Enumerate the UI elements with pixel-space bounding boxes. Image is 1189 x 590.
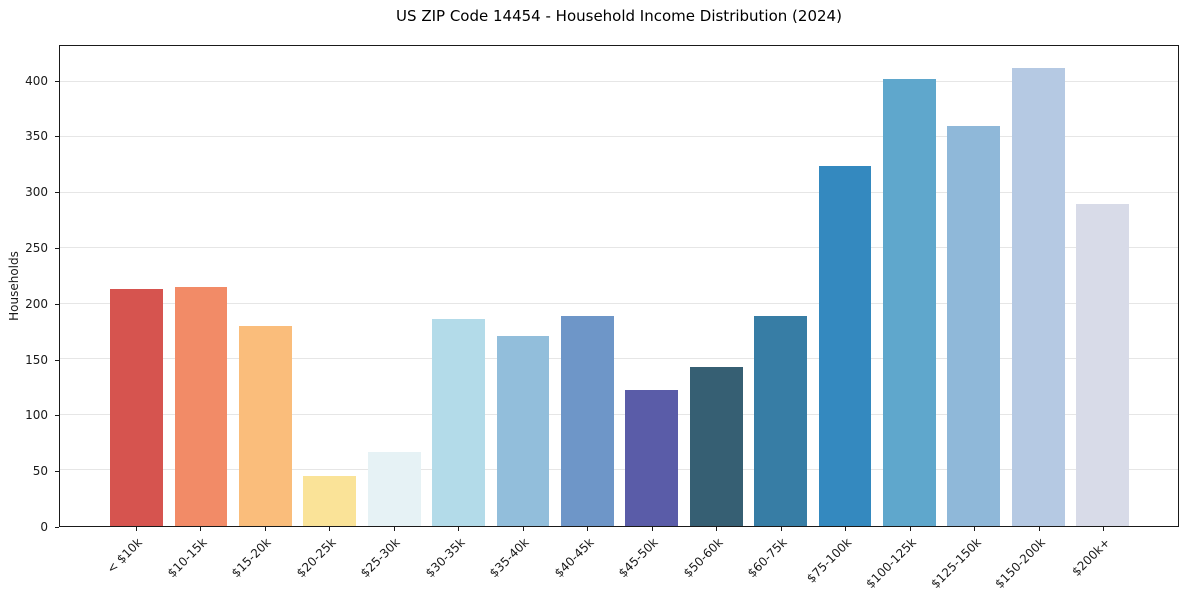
x-tick-label: $35-40k xyxy=(487,535,532,581)
y-tick-mark xyxy=(55,303,59,305)
x-tick-mark xyxy=(780,527,782,531)
bar xyxy=(754,316,807,526)
x-tick-label: $125-150k xyxy=(927,535,984,590)
x-tick-label: $40-45k xyxy=(551,535,597,581)
bar xyxy=(496,336,550,526)
y-tick-mark xyxy=(55,192,59,194)
y-tick-label: 50 xyxy=(32,464,48,479)
x-tick-mark xyxy=(1103,527,1105,531)
x-tick-label: $25-30k xyxy=(358,535,403,581)
x-tick-mark xyxy=(135,527,137,531)
x-tick-mark xyxy=(909,527,911,531)
x-tick-mark xyxy=(200,527,202,531)
gridline xyxy=(60,136,1178,138)
y-tick-label: 200 xyxy=(25,296,48,311)
x-tick-mark xyxy=(329,527,331,531)
x-tick-mark xyxy=(587,527,589,531)
y-tick-mark xyxy=(55,359,59,361)
y-tick-mark xyxy=(55,136,59,138)
bar xyxy=(238,326,292,526)
bar xyxy=(174,287,228,526)
x-tick-label: $75-100k xyxy=(804,535,855,586)
bar xyxy=(110,289,164,526)
x-tick-label: $45-50k xyxy=(616,535,662,581)
y-tick-label: 400 xyxy=(25,73,48,88)
x-tick-mark xyxy=(458,527,460,531)
y-tick-label: 150 xyxy=(25,352,48,367)
y-tick-mark xyxy=(55,80,59,82)
y-tick-label: 250 xyxy=(25,241,48,256)
bar xyxy=(560,316,614,526)
x-tick-label: $100-125k xyxy=(863,535,920,590)
y-tick-mark xyxy=(55,248,59,250)
x-tick-label: $60-75k xyxy=(745,535,791,581)
gridline xyxy=(60,247,1178,249)
x-tick-label: < $10k xyxy=(104,535,145,577)
y-tick-label: 100 xyxy=(25,408,48,423)
gridline xyxy=(60,413,1178,415)
x-tick-mark xyxy=(651,527,653,531)
bar xyxy=(432,319,485,526)
bar xyxy=(1011,68,1065,526)
y-tick-label: 0 xyxy=(40,520,48,534)
y-tick-mark xyxy=(55,415,59,417)
gridline xyxy=(60,302,1178,304)
x-tick-label: $30-35k xyxy=(422,535,468,581)
y-tick-label: 300 xyxy=(25,185,48,200)
bar xyxy=(689,367,743,526)
x-tick-mark xyxy=(845,527,847,531)
y-tick-label: 350 xyxy=(25,129,48,144)
x-tick-label: $50-60k xyxy=(680,535,726,581)
x-tick-label: $20-25k xyxy=(293,535,339,581)
x-tick-label: $15-20k xyxy=(229,535,274,581)
bar xyxy=(882,79,936,526)
bar xyxy=(625,390,679,526)
plot-area xyxy=(59,45,1179,527)
gridline xyxy=(60,191,1178,193)
chart-title: US ZIP Code 14454 - Household Income Dis… xyxy=(396,7,842,25)
x-tick-mark xyxy=(716,527,718,531)
x-tick-mark xyxy=(974,527,976,531)
y-tick-mark xyxy=(55,471,59,473)
bar xyxy=(367,451,421,526)
y-tick-mark xyxy=(55,527,59,528)
bar xyxy=(818,166,872,526)
bar xyxy=(1076,203,1129,526)
x-tick-label: $150-200k xyxy=(992,535,1049,590)
x-tick-mark xyxy=(393,527,395,531)
x-tick-mark xyxy=(1038,527,1040,531)
gridline xyxy=(60,358,1178,360)
x-tick-label: $200k+ xyxy=(1069,535,1113,579)
x-axis: < $10k $10-15k $15-20k $20-25k $25-30k $30-35… xyxy=(59,527,1179,590)
x-tick-mark xyxy=(264,527,266,531)
bar xyxy=(303,476,357,526)
x-tick-mark xyxy=(522,527,524,531)
x-tick-label: $10-15k xyxy=(164,535,210,581)
y-axis: 0 50 100 150 200 250 300 350 400 xyxy=(0,45,59,534)
gridline xyxy=(60,80,1178,82)
bar xyxy=(947,126,1001,526)
gridline xyxy=(60,469,1178,471)
